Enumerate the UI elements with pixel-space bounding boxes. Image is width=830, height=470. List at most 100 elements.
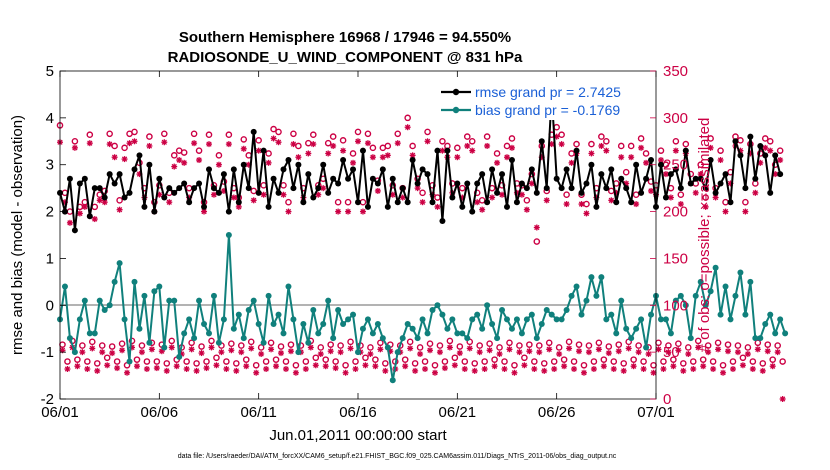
bias-data-point bbox=[667, 330, 674, 337]
assimilated-obs-marker bbox=[598, 142, 605, 149]
bias-data-point bbox=[335, 306, 342, 313]
assimilated-obs-marker bbox=[258, 351, 265, 358]
right-y-tick-label: 250 bbox=[663, 157, 688, 174]
possible-obs-marker bbox=[332, 358, 339, 365]
bias-data-point bbox=[767, 311, 774, 318]
rmse-data-point bbox=[434, 147, 441, 154]
assimilated-obs-marker bbox=[412, 367, 419, 374]
possible-obs-marker bbox=[769, 356, 777, 363]
assimilated-obs-marker bbox=[148, 346, 155, 353]
rmse-data-point bbox=[707, 157, 714, 164]
possible-obs-marker bbox=[590, 358, 598, 365]
assimilated-obs-marker bbox=[742, 208, 749, 215]
right-y-axis-label: # of obs: o=possible; ×=assimilated bbox=[696, 118, 713, 353]
possible-obs-marker bbox=[458, 184, 466, 192]
bias-data-point bbox=[186, 316, 193, 323]
bias-data-point bbox=[479, 325, 486, 332]
assimilated-obs-marker bbox=[729, 366, 736, 373]
rmse-data-point bbox=[702, 185, 709, 192]
possible-obs-marker bbox=[160, 130, 168, 138]
assimilated-obs-marker bbox=[595, 346, 602, 353]
assimilated-obs-marker bbox=[124, 369, 131, 376]
rmse-data-point bbox=[444, 147, 451, 154]
rmse-data-point bbox=[270, 175, 277, 182]
rmse-data-point bbox=[399, 185, 406, 192]
assimilated-obs-marker bbox=[521, 362, 528, 369]
assimilated-obs-marker bbox=[734, 349, 741, 356]
rmse-data-point bbox=[245, 185, 252, 192]
rmse-data-point bbox=[255, 189, 262, 196]
possible-obs-marker bbox=[317, 344, 325, 351]
rmse-data-point bbox=[508, 157, 515, 164]
bias-data-point bbox=[384, 344, 391, 351]
possible-obs-marker bbox=[292, 361, 300, 369]
rmse-data-point bbox=[96, 185, 103, 192]
right-y-tick-label: 300 bbox=[663, 110, 688, 127]
rmse-data-point bbox=[181, 180, 188, 187]
possible-obs-marker bbox=[103, 354, 111, 362]
bias-data-point bbox=[399, 335, 406, 342]
bias-data-point bbox=[86, 330, 93, 337]
rmse-data-point bbox=[121, 194, 128, 201]
assimilated-obs-marker bbox=[422, 366, 429, 373]
assimilated-obs-marker bbox=[670, 363, 677, 370]
assimilated-obs-marker bbox=[427, 347, 434, 354]
left-y-axis-label: rmse and bias (model - observation) bbox=[9, 115, 26, 355]
assimilated-obs-marker bbox=[618, 154, 625, 161]
bias-data-point bbox=[330, 335, 337, 342]
possible-obs-marker bbox=[776, 147, 784, 154]
possible-obs-marker bbox=[193, 360, 200, 367]
possible-obs-marker bbox=[309, 131, 317, 139]
possible-obs-marker bbox=[108, 343, 116, 350]
assimilated-obs-marker bbox=[754, 346, 761, 353]
rmse-data-point bbox=[533, 189, 540, 196]
rmse-data-point bbox=[76, 180, 83, 187]
rmse-data-point bbox=[687, 180, 694, 187]
rmse-data-point bbox=[484, 199, 491, 206]
left-y-tick-label: 3 bbox=[46, 157, 54, 174]
bias-data-point bbox=[623, 325, 630, 332]
bias-data-point bbox=[359, 325, 366, 332]
possible-obs-marker bbox=[198, 343, 205, 350]
possible-obs-marker bbox=[354, 128, 362, 136]
rmse-data-point bbox=[315, 185, 322, 192]
rmse-data-point bbox=[628, 199, 635, 206]
rmse-data-point bbox=[513, 199, 520, 206]
assimilated-obs-marker bbox=[551, 366, 558, 373]
assimilated-obs-marker bbox=[628, 154, 635, 161]
possible-obs-marker bbox=[684, 344, 692, 351]
possible-obs-marker bbox=[93, 360, 101, 367]
possible-obs-marker bbox=[305, 139, 312, 147]
assimilated-obs-marker bbox=[722, 208, 729, 215]
assimilated-obs-marker bbox=[119, 347, 126, 354]
possible-obs-marker bbox=[312, 354, 320, 362]
rmse-data-point bbox=[220, 171, 227, 178]
possible-obs-marker bbox=[456, 343, 464, 350]
rmse-data-point bbox=[583, 180, 590, 187]
assimilated-obs-marker bbox=[352, 366, 359, 373]
possible-obs-marker bbox=[486, 340, 493, 348]
rmse-data-point bbox=[141, 203, 148, 210]
possible-obs-marker bbox=[290, 130, 297, 138]
assimilated-obs-marker bbox=[369, 154, 376, 161]
assimilated-obs-marker bbox=[496, 351, 503, 358]
assimilated-obs-marker bbox=[717, 157, 724, 164]
possible-obs-marker bbox=[146, 133, 153, 140]
assimilated-obs-marker bbox=[588, 150, 595, 157]
bias-data-point bbox=[598, 274, 605, 281]
rmse-data-point bbox=[727, 199, 734, 206]
left-y-tick-label: 4 bbox=[46, 110, 54, 127]
assimilated-obs-marker bbox=[615, 348, 622, 355]
assimilated-obs-marker bbox=[518, 191, 525, 198]
assimilated-obs-marker bbox=[744, 351, 751, 358]
possible-obs-marker bbox=[595, 339, 603, 347]
bias-data-point bbox=[439, 311, 446, 318]
rmse-data-point bbox=[558, 185, 565, 192]
bias-data-point bbox=[677, 292, 684, 299]
x-tick-label: 07/01 bbox=[637, 404, 675, 421]
assimilated-obs-marker bbox=[171, 163, 178, 170]
rmse-data-point bbox=[71, 227, 78, 234]
bias-data-point bbox=[419, 316, 426, 323]
bias-data-point bbox=[265, 292, 272, 299]
